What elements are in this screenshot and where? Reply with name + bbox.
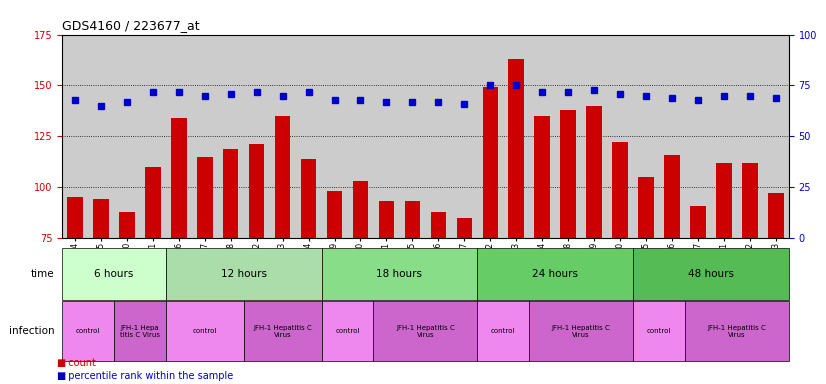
Text: control: control xyxy=(647,328,672,334)
Text: 12 hours: 12 hours xyxy=(221,268,267,279)
Bar xyxy=(67,197,83,238)
Text: ■: ■ xyxy=(56,371,65,381)
Bar xyxy=(509,59,524,238)
Bar xyxy=(145,167,160,238)
Bar xyxy=(114,301,166,361)
Text: percentile rank within the sample: percentile rank within the sample xyxy=(62,371,233,381)
Bar xyxy=(477,248,633,300)
Bar xyxy=(586,106,602,238)
Text: 18 hours: 18 hours xyxy=(377,268,422,279)
Text: JFH-1 Hepatitis C
Virus: JFH-1 Hepatitis C Virus xyxy=(396,325,455,338)
Bar xyxy=(482,88,498,238)
Bar xyxy=(612,142,628,238)
Bar xyxy=(691,205,705,238)
Bar xyxy=(529,301,633,361)
Bar xyxy=(353,181,368,238)
Bar xyxy=(244,301,321,361)
Bar xyxy=(716,163,732,238)
Bar xyxy=(197,157,212,238)
Bar xyxy=(378,202,394,238)
Text: control: control xyxy=(76,328,100,334)
Text: 48 hours: 48 hours xyxy=(688,268,734,279)
Bar xyxy=(62,301,114,361)
Bar xyxy=(321,248,477,300)
Bar xyxy=(301,159,316,238)
Bar xyxy=(223,149,239,238)
Text: 6 hours: 6 hours xyxy=(94,268,134,279)
Bar xyxy=(275,116,291,238)
Bar xyxy=(62,248,166,300)
Bar xyxy=(321,301,373,361)
Text: time: time xyxy=(31,268,55,279)
Bar xyxy=(560,110,576,238)
Text: ■: ■ xyxy=(56,358,65,368)
Bar xyxy=(373,301,477,361)
Bar xyxy=(685,301,789,361)
Text: infection: infection xyxy=(8,326,55,336)
Text: control: control xyxy=(335,328,359,334)
Bar xyxy=(534,116,550,238)
Text: JFH-1 Hepa
titis C Virus: JFH-1 Hepa titis C Virus xyxy=(120,325,159,338)
Bar xyxy=(430,212,446,238)
Text: GDS4160 / 223677_at: GDS4160 / 223677_at xyxy=(62,19,200,32)
Text: 24 hours: 24 hours xyxy=(532,268,578,279)
Bar xyxy=(664,155,680,238)
Text: JFH-1 Hepatitis C
Virus: JFH-1 Hepatitis C Virus xyxy=(552,325,610,338)
Bar xyxy=(457,218,472,238)
Text: count: count xyxy=(62,358,96,368)
Bar xyxy=(166,248,321,300)
Bar xyxy=(327,191,342,238)
Bar xyxy=(477,301,529,361)
Bar xyxy=(119,212,135,238)
Bar xyxy=(405,202,420,238)
Bar xyxy=(742,163,757,238)
Text: control: control xyxy=(491,328,515,334)
Bar xyxy=(171,118,187,238)
Text: JFH-1 Hepatitis C
Virus: JFH-1 Hepatitis C Virus xyxy=(254,325,312,338)
Bar xyxy=(633,248,789,300)
Text: JFH-1 Hepatitis C
Virus: JFH-1 Hepatitis C Virus xyxy=(708,325,767,338)
Bar xyxy=(249,144,264,238)
Bar xyxy=(638,177,654,238)
Bar xyxy=(768,193,784,238)
Bar xyxy=(633,301,685,361)
Bar xyxy=(93,199,109,238)
Text: control: control xyxy=(192,328,217,334)
Bar xyxy=(166,301,244,361)
